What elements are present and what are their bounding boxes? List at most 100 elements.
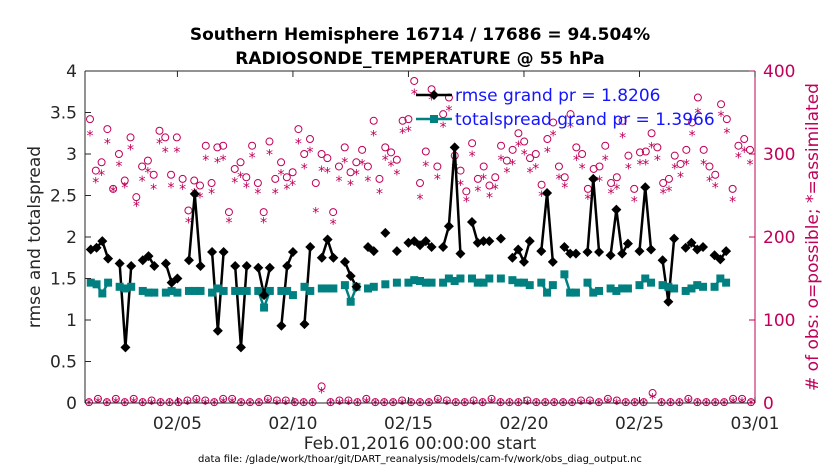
- obs-possible-marker: [670, 151, 679, 160]
- obs-assimilated-marker: *: [249, 151, 256, 167]
- totalspread-point: [115, 282, 124, 291]
- rmse-point: [137, 255, 148, 266]
- rmse-point: [126, 261, 137, 272]
- obs-assimilated-bottom-marker: *: [193, 396, 200, 412]
- obs-possible-bottom-marker: [621, 398, 630, 407]
- obs-assimilated-marker: *: [87, 128, 94, 144]
- obs-assimilated-marker: *: [544, 145, 551, 161]
- rmse-point: [241, 261, 252, 272]
- obs-assimilated-bottom-marker: *: [631, 397, 638, 413]
- obs-possible-bottom-marker: [559, 398, 568, 407]
- totalspread-point: [658, 281, 667, 290]
- obs-possible-bottom-marker: [147, 396, 156, 405]
- rmse-point: [721, 246, 732, 257]
- obs-possible-bottom-marker: [362, 394, 371, 403]
- obs-assimilated-bottom-marker: *: [443, 397, 450, 413]
- obs-possible-marker: [439, 110, 448, 119]
- obs-possible-marker: [410, 76, 419, 85]
- obs-possible-bottom-marker: [317, 382, 326, 391]
- obs-assimilated-marker: *: [202, 153, 209, 169]
- x-tick-label: 02/20: [499, 414, 548, 434]
- totalspread-point: [184, 286, 193, 295]
- rmse-point: [305, 241, 316, 252]
- rmse-point: [276, 320, 287, 331]
- rmse-point: [345, 271, 356, 282]
- obs-assimilated-bottom-marker: *: [184, 397, 191, 413]
- obs-assimilated-marker: *: [156, 137, 163, 153]
- obs-assimilated-bottom-marker: *: [381, 397, 388, 413]
- obs-assimilated-marker: *: [237, 170, 244, 186]
- obs-possible-bottom-marker: [254, 398, 263, 407]
- obs-possible-marker: [306, 135, 314, 144]
- obs-possible-marker: [688, 118, 697, 127]
- obs-assimilated-marker: *: [295, 137, 302, 153]
- totalspread-point: [121, 284, 130, 293]
- obs-assimilated-bottom-marker: *: [569, 397, 576, 413]
- obs-assimilated-bottom-marker: *: [730, 396, 737, 412]
- rmse-point: [669, 233, 680, 244]
- y-tick-label: 4: [66, 62, 77, 82]
- obs-possible-bottom-marker: [568, 398, 577, 407]
- chart-title-line1: Southern Hemisphere 16714 / 17686 = 94.5…: [190, 25, 650, 45]
- obs-possible-marker: [601, 141, 610, 150]
- totalspread-point: [543, 288, 552, 297]
- obs-possible-marker: [103, 125, 112, 134]
- y-tick-label: 2: [66, 228, 77, 248]
- obs-possible-marker: [554, 162, 563, 171]
- plot-area: [85, 71, 755, 403]
- obs-possible-marker: [491, 173, 500, 182]
- rmse-point: [183, 255, 194, 266]
- rmse-point: [484, 236, 495, 247]
- obs-possible-marker: [242, 173, 251, 182]
- rmse-point: [316, 252, 327, 263]
- x-tick-label: 02/25: [615, 414, 664, 434]
- rmse-point: [230, 261, 241, 272]
- obs-possible-marker: [219, 141, 228, 150]
- obs-possible-marker: [213, 143, 222, 152]
- obs-possible-bottom-marker: [156, 398, 165, 407]
- totalspread-point: [98, 289, 107, 298]
- obs-assimilated-marker: *: [370, 128, 377, 144]
- obs-possible-bottom-marker: [407, 398, 416, 407]
- obs-assimilated-marker: *: [527, 166, 534, 182]
- obs-assimilated-marker: *: [596, 174, 603, 190]
- totalspread-point: [722, 278, 731, 287]
- obs-possible-marker: [636, 148, 644, 157]
- legend-rmse-marker: [429, 90, 439, 100]
- obs-possible-bottom-marker: [451, 398, 460, 407]
- obs-possible-marker: [97, 158, 106, 167]
- obs-possible-bottom-marker: [684, 394, 693, 403]
- obs-assimilated-marker: *: [440, 120, 447, 136]
- series-line-rmse: [441, 147, 462, 254]
- obs-assimilated-bottom-marker: *: [578, 397, 585, 413]
- obs-assimilated-bottom-marker: *: [86, 397, 93, 413]
- rmse-point: [495, 233, 506, 244]
- obs-assimilated-marker: *: [353, 167, 360, 183]
- x-tick-label: 02/05: [153, 414, 202, 434]
- obs-assimilated-marker: *: [393, 167, 400, 183]
- obs-possible-bottom-marker: [290, 398, 299, 407]
- obs-possible-marker: [572, 143, 581, 152]
- y-tick-label: 2.5: [50, 187, 77, 207]
- legend-spread-label: totalspread grand pr = 1.3966: [455, 110, 715, 130]
- legend: rmse grand pr = 1.8206 totalspread grand…: [416, 86, 715, 130]
- totalspread-point: [254, 286, 263, 295]
- totalspread-point: [127, 282, 136, 291]
- totalspread-point: [583, 278, 592, 287]
- obs-assimilated-bottom-marker: *: [229, 396, 236, 412]
- rmse-point: [195, 261, 206, 272]
- obs-assimilated-marker: *: [706, 174, 713, 190]
- obs-possible-bottom-marker: [344, 396, 353, 405]
- obs-assimilated-marker: *: [347, 178, 354, 194]
- obs-assimilated-marker: *: [162, 145, 169, 161]
- totalspread-point: [589, 288, 598, 297]
- obs-possible-marker: [740, 135, 749, 144]
- obs-assimilated-bottom-marker: *: [551, 397, 558, 413]
- obs-possible-bottom-marker: [550, 398, 559, 407]
- obs-assimilated-bottom-marker: *: [721, 397, 728, 413]
- obs-possible-marker: [311, 179, 320, 188]
- rmse-point: [536, 246, 547, 257]
- obs-possible-marker: [178, 174, 187, 183]
- obs-assimilated-marker: *: [208, 186, 215, 202]
- obs-assimilated-marker: *: [532, 161, 539, 177]
